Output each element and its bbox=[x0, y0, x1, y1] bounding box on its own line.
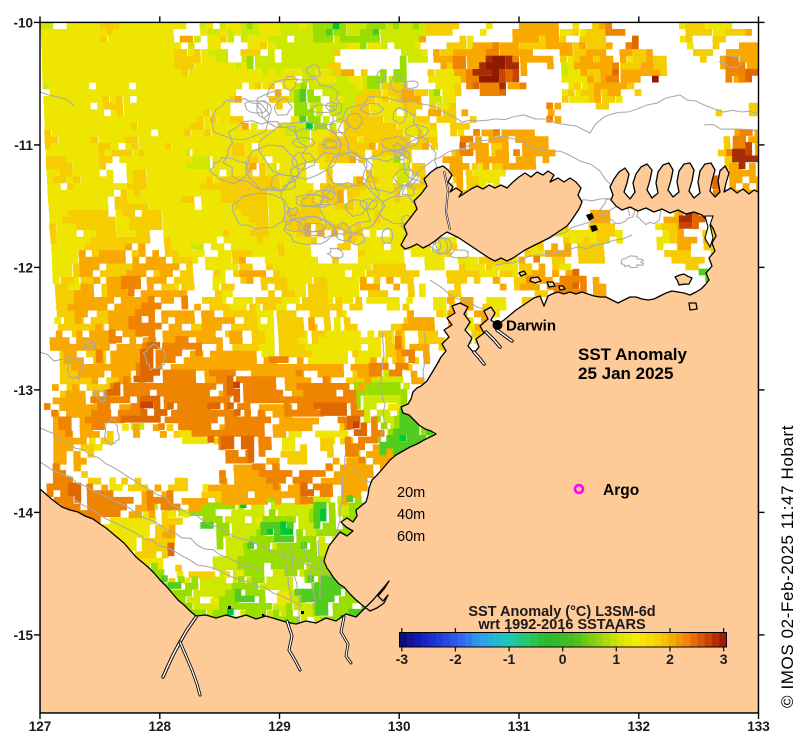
svg-text:1: 1 bbox=[612, 651, 620, 667]
svg-text:-11: -11 bbox=[14, 138, 33, 153]
svg-text:-2: -2 bbox=[449, 651, 462, 667]
svg-text:-15: -15 bbox=[13, 628, 33, 643]
svg-text:-13: -13 bbox=[13, 383, 33, 398]
svg-text:132: 132 bbox=[628, 719, 651, 734]
svg-text:20m: 20m bbox=[397, 485, 425, 501]
svg-text:-1: -1 bbox=[503, 651, 516, 667]
svg-text:wrt 1992-2016 SSTAARS: wrt 1992-2016 SSTAARS bbox=[477, 617, 646, 633]
svg-text:-12: -12 bbox=[13, 260, 33, 275]
svg-text:3: 3 bbox=[720, 651, 728, 667]
svg-text:133: 133 bbox=[747, 719, 770, 734]
svg-text:SST Anomaly (°C) L3SM-6d: SST Anomaly (°C) L3SM-6d bbox=[468, 604, 655, 620]
svg-text:25 Jan 2025: 25 Jan 2025 bbox=[578, 364, 673, 383]
svg-text:SST Anomaly: SST Anomaly bbox=[578, 345, 687, 364]
svg-text:-10: -10 bbox=[13, 15, 33, 30]
svg-text:130: 130 bbox=[388, 719, 411, 734]
svg-text:131: 131 bbox=[508, 719, 531, 734]
svg-text:40m: 40m bbox=[397, 507, 425, 523]
svg-text:0: 0 bbox=[559, 651, 567, 667]
svg-text:Darwin: Darwin bbox=[506, 318, 556, 335]
svg-text:© IMOS 02-Feb-2025 11:47 Hobar: © IMOS 02-Feb-2025 11:47 Hobart bbox=[778, 425, 797, 708]
svg-text:Argo: Argo bbox=[603, 482, 639, 499]
svg-text:60m: 60m bbox=[397, 529, 425, 545]
svg-text:-3: -3 bbox=[396, 651, 409, 667]
svg-text:127: 127 bbox=[29, 719, 52, 734]
svg-text:2: 2 bbox=[666, 651, 674, 667]
svg-text:129: 129 bbox=[268, 719, 291, 734]
svg-text:128: 128 bbox=[149, 719, 172, 734]
svg-text:-14: -14 bbox=[13, 505, 33, 520]
